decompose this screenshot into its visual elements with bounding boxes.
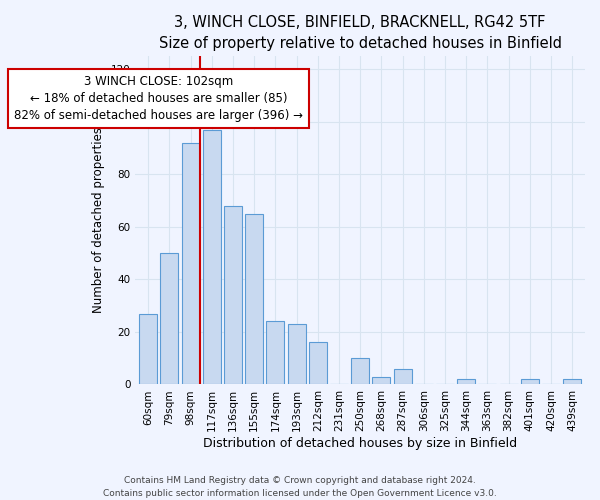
- Bar: [224, 206, 242, 384]
- Bar: [182, 143, 200, 384]
- Bar: [521, 379, 539, 384]
- Bar: [160, 253, 178, 384]
- Text: 3 WINCH CLOSE: 102sqm
← 18% of detached houses are smaller (85)
82% of semi-deta: 3 WINCH CLOSE: 102sqm ← 18% of detached …: [14, 74, 303, 122]
- Bar: [394, 368, 412, 384]
- Bar: [309, 342, 327, 384]
- Title: 3, WINCH CLOSE, BINFIELD, BRACKNELL, RG42 5TF
Size of property relative to detac: 3, WINCH CLOSE, BINFIELD, BRACKNELL, RG4…: [158, 15, 562, 51]
- Bar: [139, 314, 157, 384]
- Bar: [203, 130, 221, 384]
- Bar: [245, 214, 263, 384]
- Text: Contains HM Land Registry data © Crown copyright and database right 2024.
Contai: Contains HM Land Registry data © Crown c…: [103, 476, 497, 498]
- Bar: [266, 322, 284, 384]
- Bar: [287, 324, 305, 384]
- X-axis label: Distribution of detached houses by size in Binfield: Distribution of detached houses by size …: [203, 437, 517, 450]
- Bar: [457, 379, 475, 384]
- Y-axis label: Number of detached properties: Number of detached properties: [92, 128, 105, 314]
- Bar: [351, 358, 369, 384]
- Bar: [373, 376, 391, 384]
- Bar: [563, 379, 581, 384]
